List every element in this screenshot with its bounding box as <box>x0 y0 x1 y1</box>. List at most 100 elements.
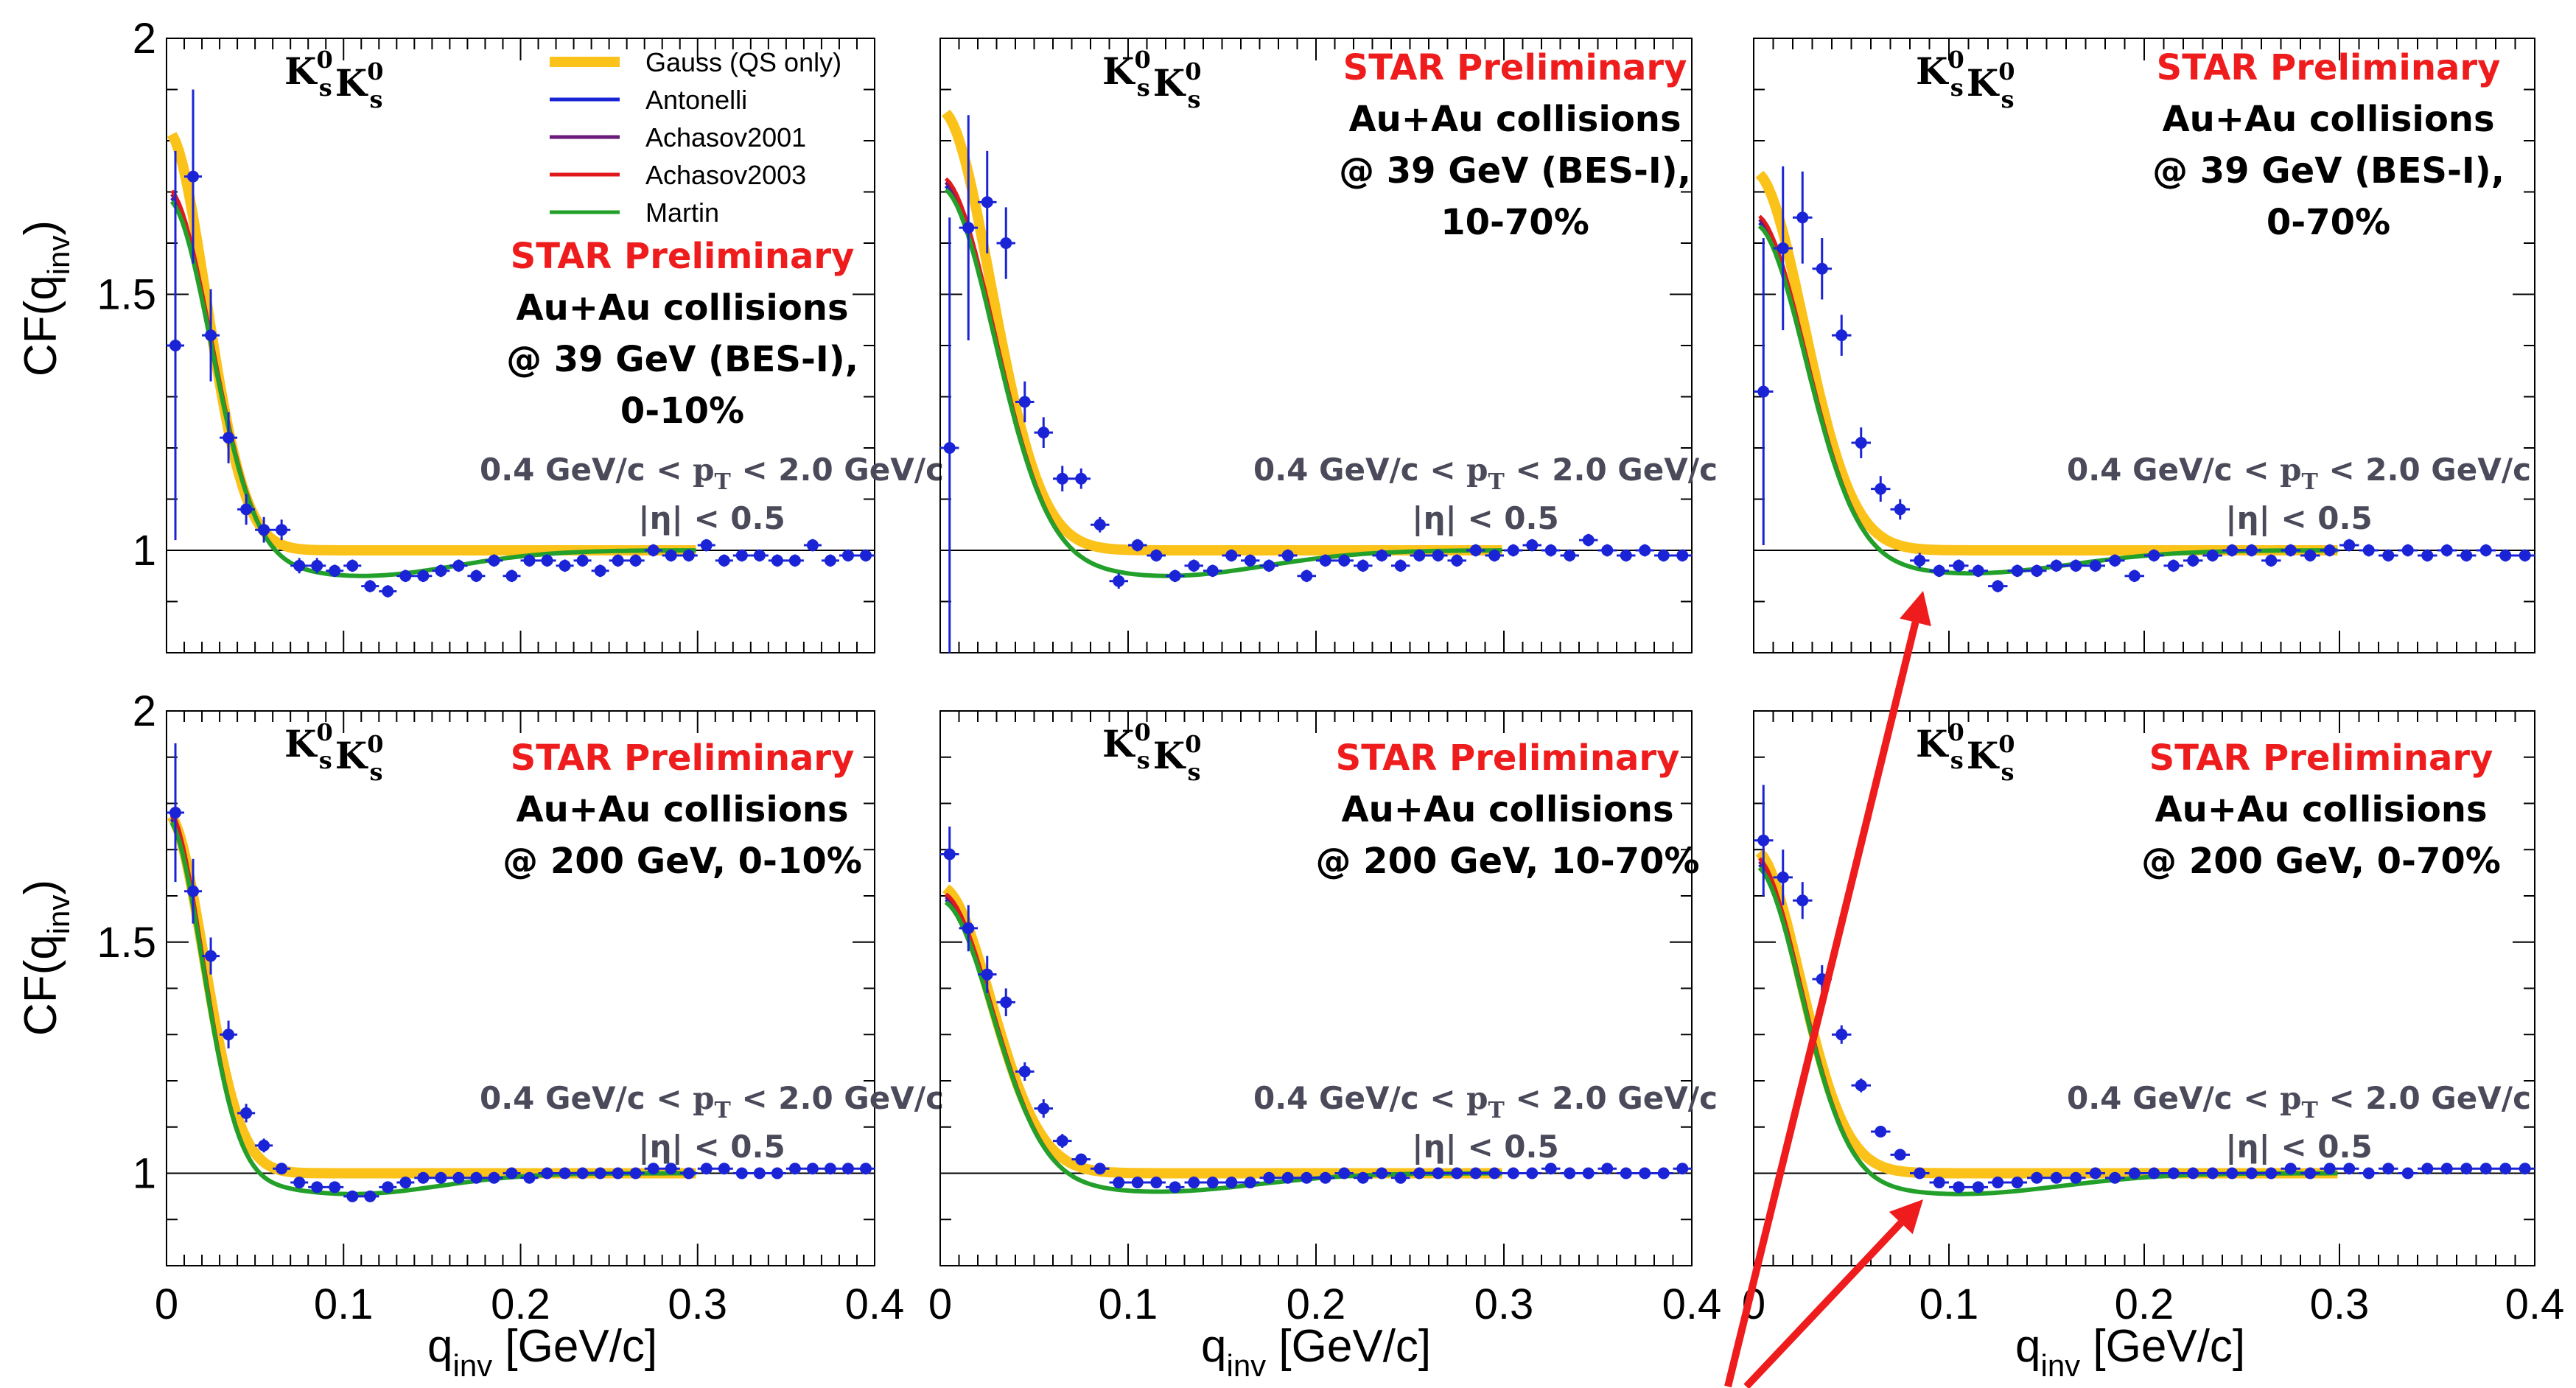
data-marker <box>1777 872 1789 883</box>
data-marker <box>2460 1163 2472 1174</box>
data-marker <box>1639 1168 1651 1180</box>
star-preliminary-label: STAR Preliminary <box>1343 47 1687 88</box>
data-marker <box>293 1177 305 1188</box>
data-marker <box>1188 1177 1200 1188</box>
data-marker <box>825 555 836 567</box>
collision-info-line: @ 200 GeV, 0-70% <box>2141 841 2501 882</box>
data-marker <box>258 1140 270 1152</box>
data-marker <box>1169 570 1181 582</box>
data-marker <box>2246 1168 2258 1180</box>
data-marker <box>2226 544 2238 556</box>
data-marker <box>435 1172 447 1184</box>
data-marker <box>1526 539 1538 551</box>
x-tick-label: 0.1 <box>1919 1280 1979 1328</box>
x-tick-label: 0.4 <box>2505 1280 2565 1328</box>
collision-info-line: @ 200 GeV, 10-70% <box>1315 841 1699 882</box>
data-marker <box>452 560 464 572</box>
data-marker <box>2265 555 2277 567</box>
x-tick-label: 0.3 <box>668 1280 727 1328</box>
data-marker <box>1470 544 1482 556</box>
star-preliminary-label: STAR Preliminary <box>2149 737 2493 779</box>
data-marker <box>364 1191 376 1202</box>
data-marker <box>1658 550 1670 561</box>
data-marker <box>1583 534 1595 546</box>
legend-label: Achasov2003 <box>645 160 806 190</box>
data-marker <box>860 550 872 561</box>
data-marker <box>258 524 270 536</box>
data-marker <box>1225 550 1237 561</box>
data-marker <box>595 565 606 577</box>
data-marker <box>240 503 252 515</box>
data-marker <box>1757 835 1769 847</box>
data-marker <box>1057 1135 1068 1147</box>
data-marker <box>1113 1177 1124 1188</box>
eta-cut-label: |η| < 0.5 <box>638 1129 785 1165</box>
data-marker <box>2148 550 2160 561</box>
data-marker <box>2519 550 2531 561</box>
data-marker <box>1564 550 1575 561</box>
data-marker <box>346 1191 358 1202</box>
data-marker <box>399 570 411 582</box>
data-marker <box>1757 386 1769 398</box>
data-marker <box>2363 1168 2375 1180</box>
data-marker <box>754 1168 766 1180</box>
data-marker <box>2012 565 2023 577</box>
data-marker <box>293 560 305 572</box>
data-marker <box>1019 1065 1031 1077</box>
collision-info-line: Au+Au collisions <box>2155 789 2487 830</box>
data-marker <box>612 1168 624 1180</box>
data-marker <box>2343 539 2355 551</box>
data-marker <box>1395 560 1407 572</box>
data-marker <box>1676 550 1688 561</box>
data-marker <box>1658 1168 1670 1180</box>
data-marker <box>1564 1168 1575 1180</box>
data-marker <box>1075 1154 1087 1166</box>
data-marker <box>1816 263 1828 275</box>
data-marker <box>1620 550 1632 561</box>
data-marker <box>2012 1177 2023 1188</box>
data-marker <box>944 442 956 454</box>
star-preliminary-label: STAR Preliminary <box>2157 47 2501 88</box>
data-marker <box>1796 211 1808 223</box>
data-marker <box>452 1172 464 1184</box>
data-marker <box>524 1172 536 1184</box>
data-marker <box>1263 1172 1275 1184</box>
data-marker <box>962 922 974 934</box>
data-marker <box>1320 555 1331 567</box>
data-marker <box>1207 1177 1219 1188</box>
data-marker <box>630 555 642 567</box>
data-marker <box>1933 565 1945 577</box>
data-marker <box>1545 544 1557 556</box>
data-marker <box>346 560 358 572</box>
data-marker <box>1057 473 1068 485</box>
y-tick-label: 1 <box>133 527 156 575</box>
data-marker <box>807 1163 819 1174</box>
data-marker <box>223 432 234 444</box>
data-marker <box>612 555 624 567</box>
data-marker <box>577 555 589 567</box>
data-marker <box>276 524 287 536</box>
data-marker <box>683 550 695 561</box>
data-marker <box>2109 555 2121 567</box>
data-marker <box>1037 427 1049 438</box>
data-marker <box>2090 1168 2101 1180</box>
data-marker <box>1875 483 1886 495</box>
data-marker <box>1796 894 1808 906</box>
data-marker <box>1282 550 1294 561</box>
data-marker <box>1894 503 1906 515</box>
data-marker <box>187 171 199 183</box>
data-marker <box>2441 1163 2453 1174</box>
data-marker <box>1601 1163 1613 1174</box>
data-marker <box>701 539 713 551</box>
data-marker <box>488 555 500 567</box>
collision-info-line: @ 39 GeV (BES-I), <box>1339 150 1691 192</box>
data-marker <box>1150 550 1162 561</box>
data-marker <box>2285 544 2297 556</box>
data-marker <box>559 560 571 572</box>
data-marker <box>2265 1168 2277 1180</box>
data-marker <box>1357 560 1369 572</box>
collision-info-line: Au+Au collisions <box>2162 99 2494 140</box>
data-marker <box>2499 1163 2511 1174</box>
data-marker <box>2499 550 2511 561</box>
legend-label: Antonelli <box>645 85 747 115</box>
